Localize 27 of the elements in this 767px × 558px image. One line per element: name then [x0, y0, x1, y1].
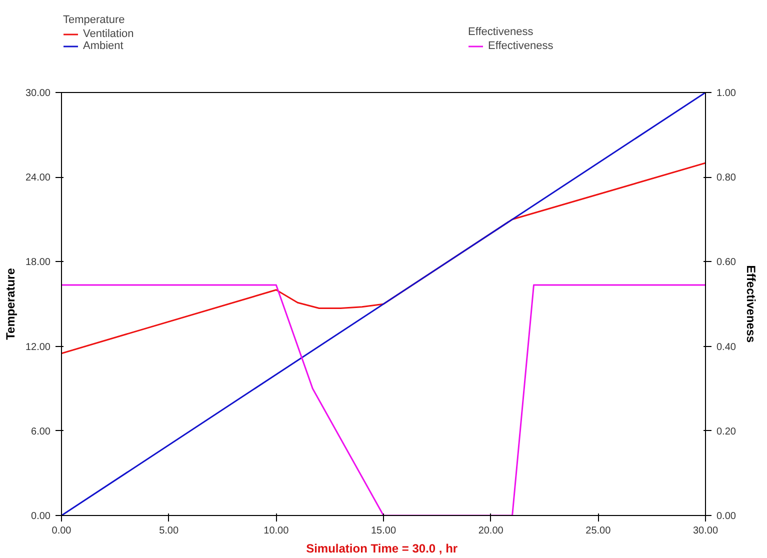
- y-tick-label: 18.00: [25, 257, 51, 268]
- x-tick-label: 0.00: [52, 526, 72, 536]
- x-tick-label: 10.00: [264, 526, 290, 536]
- legend-label: Ventilation: [83, 28, 134, 40]
- y2-tick-label: 0.60: [716, 257, 736, 268]
- x-tick-label: 5.00: [159, 526, 180, 536]
- y-tick-label: 12.00: [25, 342, 51, 353]
- y-tick-label: 0.00: [31, 511, 51, 522]
- legend-label: Effectiveness: [488, 40, 554, 52]
- x-tick-label: 15.00: [370, 526, 396, 536]
- y-tick-label: 30.00: [25, 88, 51, 99]
- legend-label: Ambient: [83, 40, 124, 52]
- y2-axis-title: Effectiveness: [744, 265, 758, 344]
- y2-tick-label: 0.80: [716, 172, 736, 184]
- y2-tick-label: 1.00: [716, 88, 736, 99]
- y-tick-label: 6.00: [31, 426, 51, 438]
- y-tick-label: 24.00: [25, 172, 51, 184]
- y2-tick-label: 0.20: [716, 426, 736, 438]
- x-tick-label: 25.00: [586, 526, 612, 536]
- x-tick-label: 20.00: [478, 526, 504, 536]
- x-axis-title: Simulation Time = 30.0 , hr: [306, 542, 458, 556]
- y2-tick-label: 0.40: [716, 342, 736, 353]
- text: Effectiveness: [468, 26, 534, 38]
- legend-title: Temperature: [63, 14, 126, 26]
- x-tick-label: 30.00: [692, 526, 718, 536]
- y2-tick-label: 0.00: [716, 511, 736, 522]
- y-axis-title: Temperature: [3, 268, 18, 340]
